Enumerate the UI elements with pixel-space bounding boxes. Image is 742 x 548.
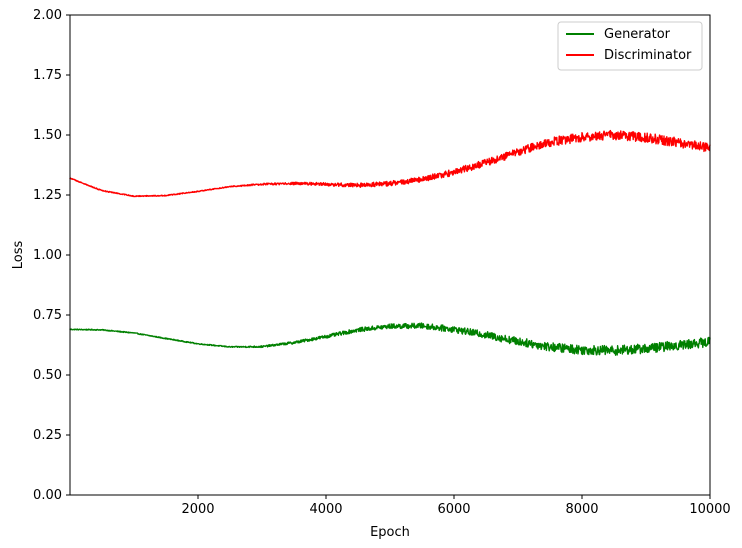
y-tick-label-6: 1.50	[33, 128, 62, 143]
y-tick-label-0: 0.00	[33, 488, 62, 503]
y-axis-label: Loss	[11, 241, 26, 270]
y-tick-label-5: 1.25	[33, 188, 62, 203]
y-tick-label-2: 0.50	[33, 368, 62, 383]
y-tick-label-7: 1.75	[33, 68, 62, 83]
x-tick-label-4000: 4000	[309, 502, 342, 517]
y-tick-label-8: 2.00	[33, 8, 62, 23]
y-tick-label-4: 1.00	[33, 248, 62, 263]
axes-frame	[69, 14, 711, 496]
legend: Generator Discriminator	[557, 21, 703, 71]
x-tick-label-10000: 10000	[689, 502, 730, 517]
x-tick-label-2000: 2000	[181, 502, 214, 517]
legend-label-discriminator: Discriminator	[604, 48, 692, 63]
y-tick-label-1: 0.25	[33, 428, 62, 443]
x-axis-label: Epoch	[370, 525, 410, 540]
x-tick-label-8000: 8000	[565, 502, 598, 517]
y-tick-label-3: 0.75	[33, 308, 62, 323]
legend-label-generator: Generator	[604, 27, 671, 42]
plot-area: 2000 4000 6000 8000 10000 0.00 0.25 0.50 0.75 1.0…	[33, 8, 731, 517]
x-tick-label-6000: 6000	[437, 502, 470, 517]
series-line-generator	[69, 322, 711, 356]
series-line-discriminator	[69, 129, 711, 198]
